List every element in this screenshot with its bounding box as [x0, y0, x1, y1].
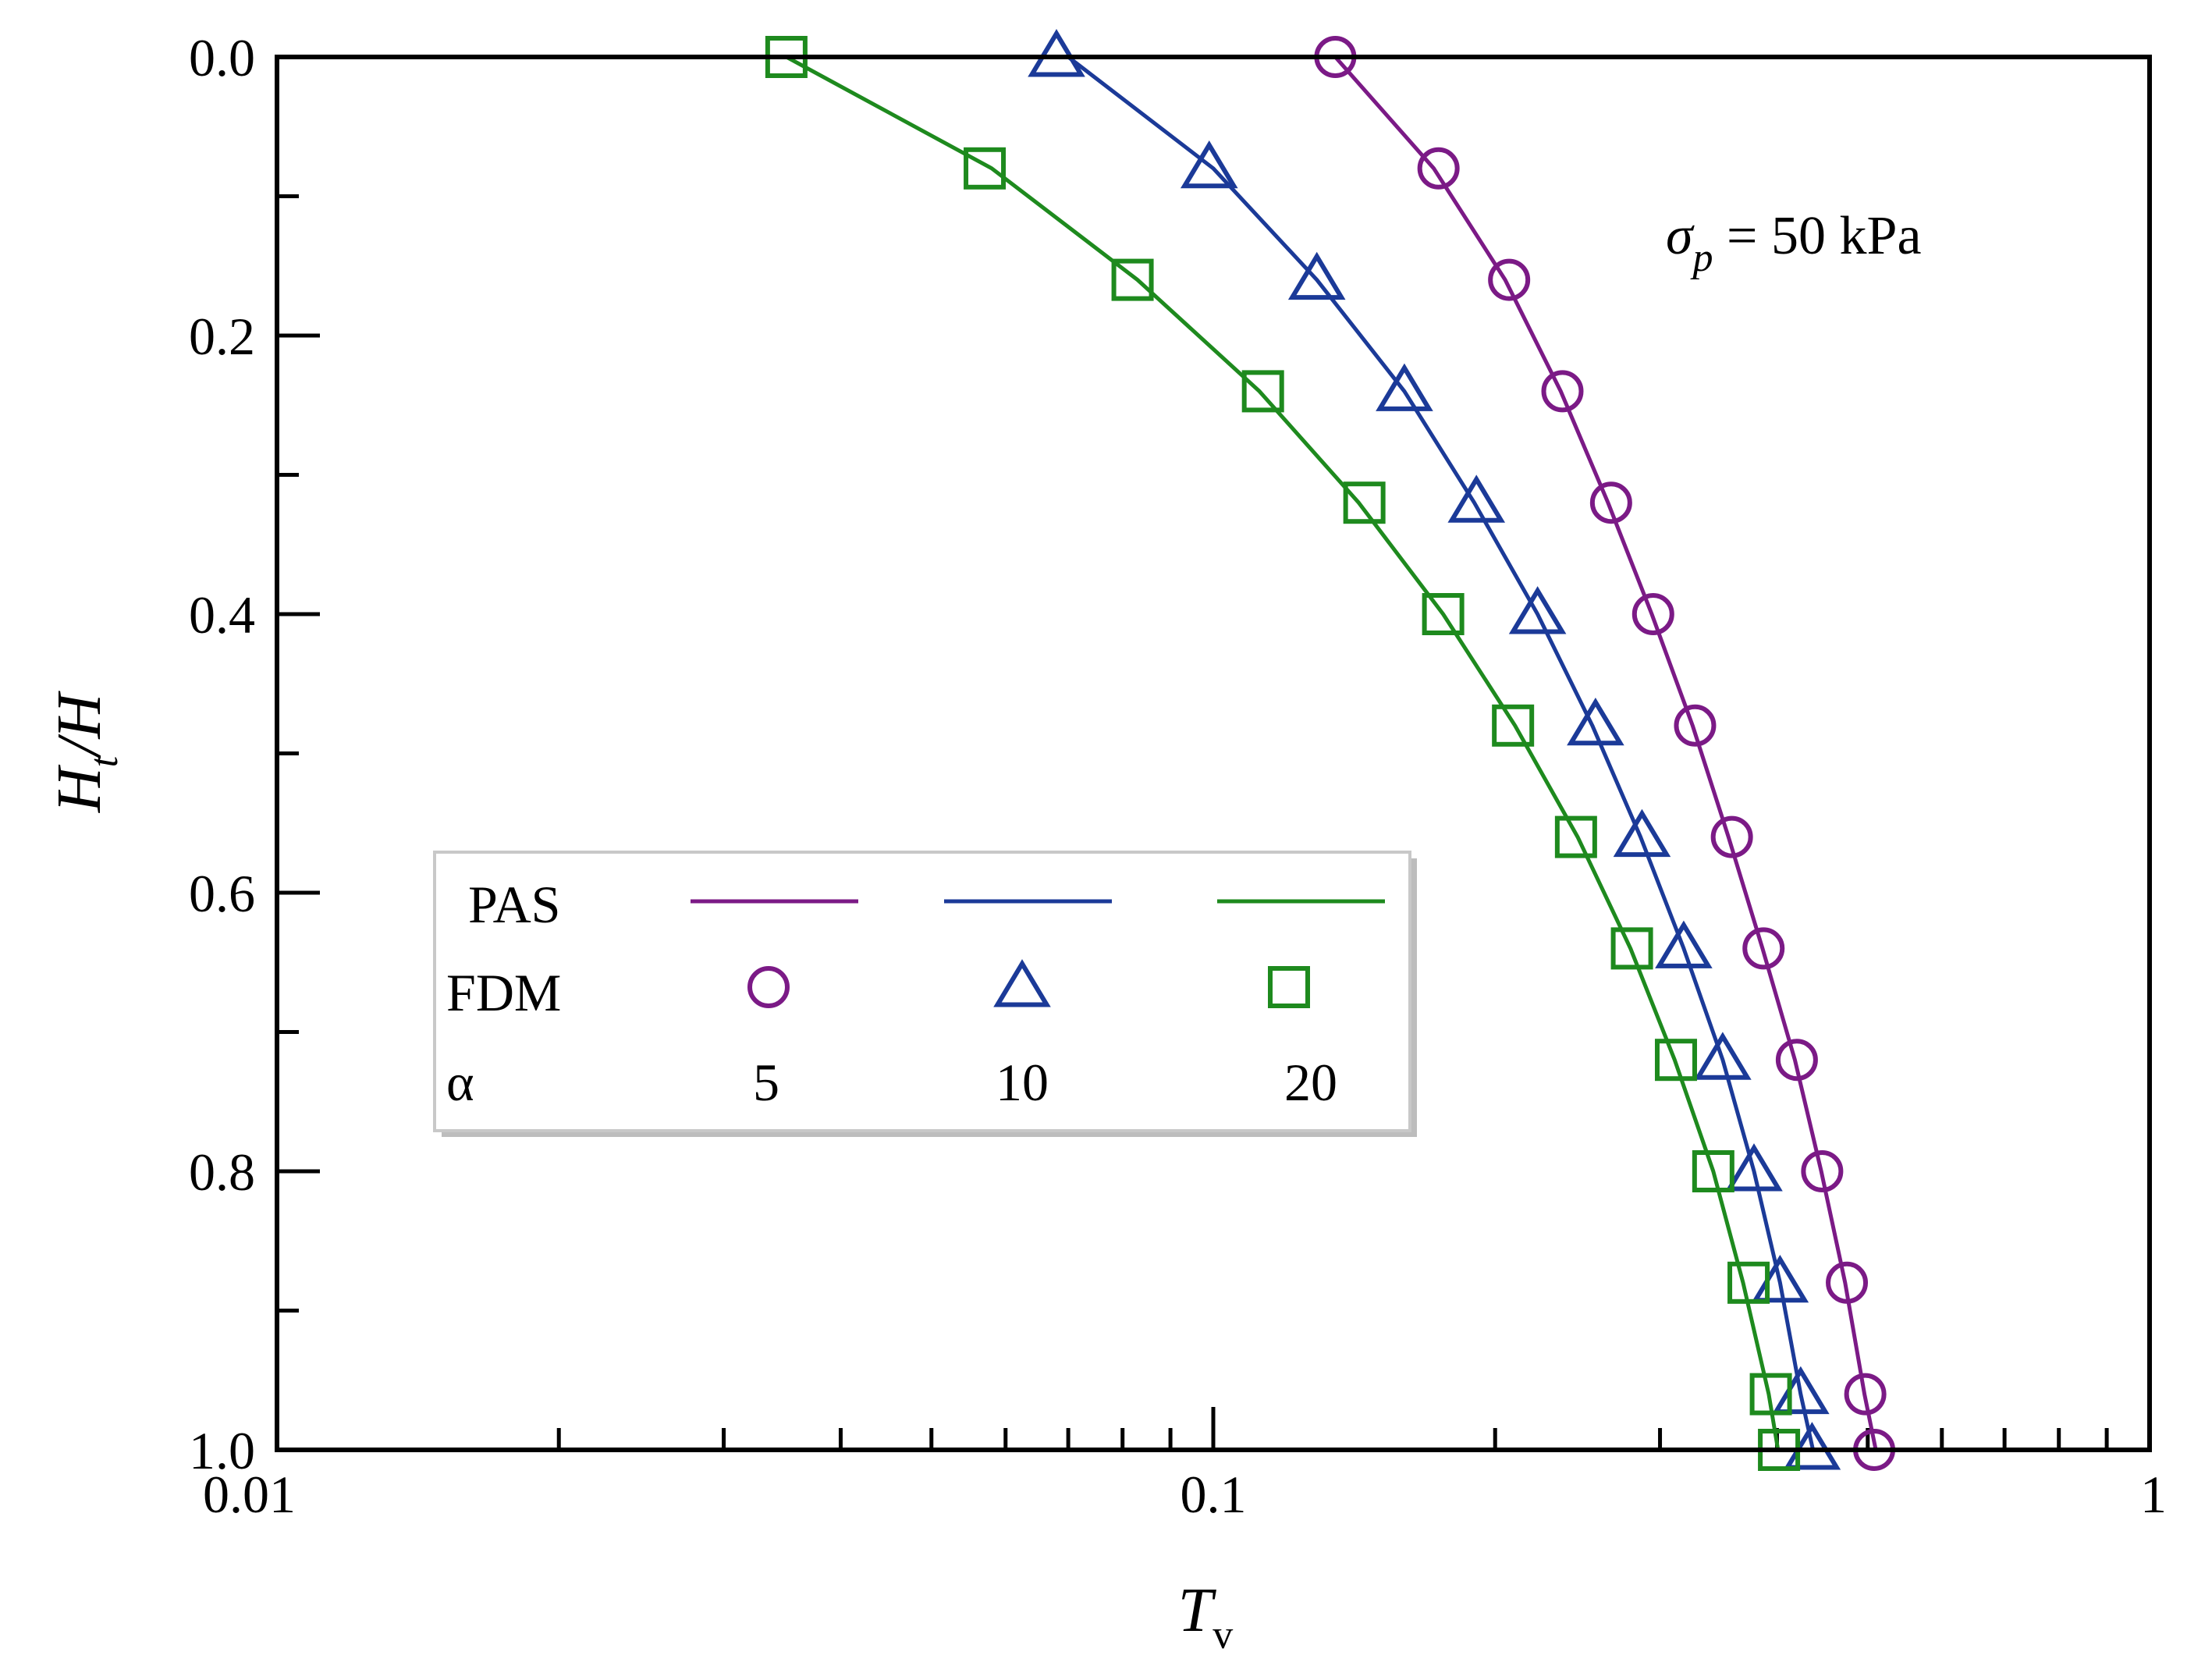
- y-tick-label: 0.8: [189, 1142, 255, 1202]
- y-tick-label: 1.0: [189, 1421, 255, 1480]
- legend-marker-triangle: [993, 959, 1051, 1007]
- fdm-point-alpha-20: [1241, 370, 1284, 413]
- fdm-point-alpha-20: [1492, 704, 1535, 747]
- legend-alpha-10: 10: [996, 1053, 1049, 1112]
- fdm-point-alpha-10: [1613, 808, 1671, 858]
- x-axis-title: Tv: [1178, 1576, 1234, 1657]
- fdm-point-alpha-20: [1422, 593, 1465, 635]
- y-tick-label: 0.0: [189, 28, 255, 87]
- fdm-point-alpha-5: [1589, 481, 1632, 524]
- x-tick-label: 1: [2140, 1465, 2167, 1524]
- fdm-point-alpha-5: [1417, 147, 1460, 190]
- legend-marker-triangle: [993, 959, 1051, 1007]
- fdm-point-alpha-20: [964, 147, 1007, 190]
- fdm-point-alpha-10: [1508, 586, 1567, 634]
- fdm-point-alpha-10: [1180, 140, 1238, 189]
- fdm-point-alpha-20: [1692, 1150, 1734, 1192]
- legend-alpha-5: 5: [753, 1053, 779, 1112]
- legend-marker-square: [1268, 966, 1310, 1008]
- fdm-point-alpha-10: [1725, 1143, 1783, 1192]
- fdm-point-alpha-10: [1028, 29, 1085, 77]
- fdm-point-alpha-5: [1826, 1261, 1869, 1304]
- fdm-point-alpha-5: [1674, 704, 1717, 747]
- legend-alpha-20: 20: [1284, 1053, 1337, 1112]
- annotation-sigma-p: σp = 50 kPa: [1666, 206, 1922, 280]
- fdm-markers: [765, 29, 1896, 1471]
- fdm-point-alpha-5: [1631, 593, 1674, 635]
- fdm-point-alpha-20: [1654, 1039, 1697, 1082]
- fdm-point-alpha-10: [1376, 363, 1433, 411]
- fdm-point-alpha-10: [1447, 474, 1506, 523]
- x-tick-label: 0.01: [203, 1465, 296, 1524]
- y-tick-label: 0.4: [189, 585, 255, 645]
- fdm-point-alpha-5: [1775, 1039, 1818, 1082]
- fdm-point-alpha-20: [1749, 1373, 1792, 1416]
- legend-label-alpha: α: [446, 1053, 474, 1112]
- x-tick-label: 0.1: [1181, 1465, 1247, 1524]
- y-tick-label: 0.2: [189, 307, 255, 366]
- legend-label-pas: PAS: [468, 875, 561, 934]
- y-tick-label: 0.6: [189, 864, 255, 923]
- legend-marker-circle: [747, 966, 790, 1008]
- legend-marker-circle: [747, 966, 790, 1008]
- legend: PAS FDM α 5 10 20: [433, 851, 1417, 1137]
- y-axis-title: Ht/H: [45, 691, 126, 813]
- fdm-point-alpha-10: [1287, 251, 1346, 300]
- fdm-point-alpha-5: [1488, 258, 1531, 301]
- plot-frame: [275, 55, 2152, 1452]
- fdm-point-alpha-20: [1727, 1261, 1770, 1304]
- fdm-point-alpha-20: [1111, 258, 1154, 301]
- fdm-point-alpha-10: [1567, 697, 1624, 746]
- fdm-point-alpha-10: [1694, 1032, 1752, 1080]
- legend-marker-square: [1268, 966, 1310, 1008]
- fdm-point-alpha-20: [1343, 481, 1386, 524]
- fdm-point-alpha-20: [1610, 927, 1653, 970]
- tick-labels: 0.01 0.1 1 0.0 0.2 0.4 0.6 0.8 1.0: [189, 28, 2167, 1524]
- fdm-point-alpha-5: [1710, 815, 1753, 858]
- fdm-point-alpha-5: [1541, 370, 1584, 413]
- fdm-point-alpha-5: [1742, 927, 1785, 970]
- fdm-point-alpha-10: [1655, 920, 1713, 968]
- legend-box: [433, 851, 1411, 1132]
- legend-label-fdm: FDM: [446, 963, 561, 1022]
- fdm-point-alpha-5: [1844, 1373, 1887, 1416]
- fdm-point-alpha-5: [1801, 1150, 1844, 1192]
- fdm-point-alpha-20: [1554, 815, 1597, 858]
